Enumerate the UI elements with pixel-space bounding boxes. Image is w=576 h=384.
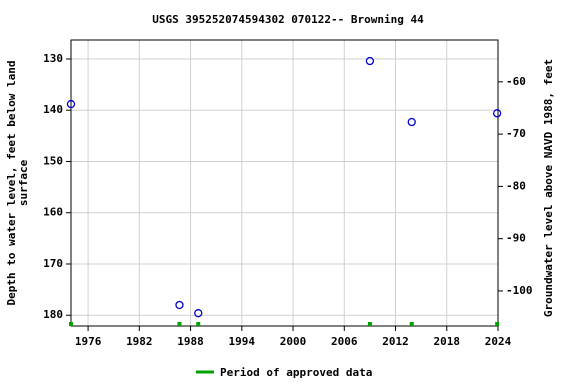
data-point: [365, 56, 375, 66]
y2-tick-label: -80: [506, 179, 526, 192]
data-point: [66, 99, 76, 109]
approved-marker: [69, 322, 73, 326]
y2-tick-label: -70: [506, 127, 526, 140]
y-tick-label: 180: [43, 308, 63, 321]
x-tick-label: 2024: [485, 335, 512, 348]
data-point: [492, 109, 502, 118]
x-tick-label: 1994: [229, 335, 256, 348]
y-axis-label: surface: [17, 159, 30, 206]
y-axis-label: Depth to water level, feet below land: [5, 60, 18, 305]
chart-title: USGS 395252074594302 070122-- Browning 4…: [152, 13, 424, 26]
y-tick-label: 140: [43, 103, 63, 116]
y2-tick-label: -60: [506, 75, 526, 88]
x-tick-label: 2006: [331, 335, 358, 348]
x-tick-label: 2018: [434, 335, 461, 348]
y-tick-label: 150: [43, 154, 63, 167]
x-tick-label: 1988: [177, 335, 204, 348]
y2-axis-label: Groundwater level above NAVD 1988, feet: [542, 59, 555, 317]
x-tick-label: 1982: [126, 335, 153, 348]
approved-marker: [177, 322, 182, 326]
approved-marker: [367, 322, 372, 326]
data-point: [407, 117, 416, 127]
data-point: [194, 309, 203, 318]
y2-tick-label: -90: [506, 232, 526, 245]
plot-frame: [70, 39, 499, 327]
y-tick-label: 130: [43, 52, 63, 65]
approved-marker: [495, 322, 500, 326]
y-tick-label: 170: [43, 257, 63, 270]
approved-marker: [196, 322, 201, 326]
y2-tick-label: -100: [506, 284, 533, 297]
legend-label: Period of approved data: [220, 366, 372, 379]
data-point: [175, 300, 184, 310]
x-tick-label: 2012: [382, 335, 409, 348]
approved-marker: [409, 322, 414, 326]
x-tick-label: 2000: [280, 335, 307, 348]
x-tick-label: 1976: [75, 335, 102, 348]
y-tick-label: 160: [43, 206, 63, 219]
